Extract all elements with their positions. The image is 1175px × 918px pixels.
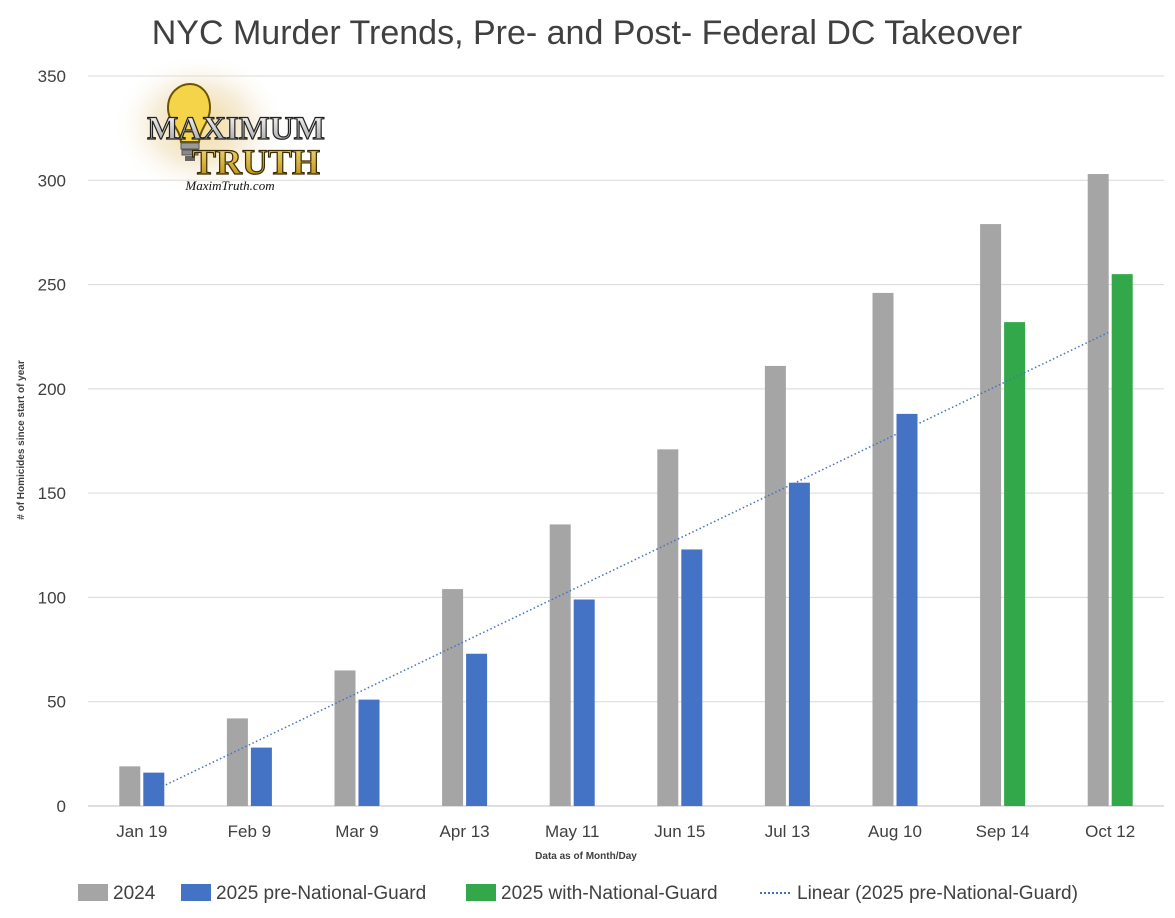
x-tick-label: Jan 19 xyxy=(116,822,167,841)
y-tick-label: 150 xyxy=(38,484,66,503)
bar-2025-pre-national-guard-7 xyxy=(896,413,918,806)
x-axis-title: Data as of Month/Day xyxy=(535,851,637,862)
legend-label-trendline: Linear (2025 pre-National-Guard) xyxy=(797,883,1078,904)
y-axis-ticks: 0 50 100 150 200 250 300 350 xyxy=(38,67,66,816)
x-tick-label: May 11 xyxy=(545,822,600,841)
y-tick-label: 350 xyxy=(38,67,66,86)
bar-2024-9 xyxy=(1087,174,1109,806)
x-tick-label: Mar 9 xyxy=(335,822,378,841)
x-axis-ticks: Jan 19 Feb 9 Mar 9 Apr 13 May 11 Jun 15 Jul 13… xyxy=(116,822,1135,841)
bar-2025-pre-national-guard-4 xyxy=(573,599,595,806)
legend-label-2025-with: 2025 with-National-Guard xyxy=(501,883,718,904)
x-tick-label: Oct 12 xyxy=(1085,822,1135,841)
y-tick-label: 300 xyxy=(38,171,66,190)
bar-2024-0 xyxy=(119,766,141,806)
lightbulb-icon xyxy=(166,82,212,161)
legend-swatch-2024 xyxy=(78,884,108,901)
bar-2025-pre-national-guard-0 xyxy=(143,772,165,806)
bar-2024-5 xyxy=(657,449,679,806)
bar-2024-8 xyxy=(980,224,1002,807)
y-tick-label: 100 xyxy=(38,588,66,607)
x-tick-label: Sep 14 xyxy=(976,822,1030,841)
trendline-linear xyxy=(147,331,1109,795)
bar-2025-pre-national-guard-1 xyxy=(250,747,272,806)
y-tick-label: 200 xyxy=(38,380,66,399)
bar-2025-with-national-guard-9 xyxy=(1111,274,1133,807)
bar-2024-2 xyxy=(334,670,356,806)
legend-label-2025-pre: 2025 pre-National-Guard xyxy=(216,883,426,904)
legend-swatch-2025-with xyxy=(466,884,496,901)
bar-2024-6 xyxy=(764,365,786,806)
x-tick-label: Aug 10 xyxy=(868,822,922,841)
x-tick-label: Feb 9 xyxy=(228,822,271,841)
bar-2025-pre-national-guard-5 xyxy=(681,549,703,806)
legend-label-2024: 2024 xyxy=(113,883,156,904)
bar-2024-1 xyxy=(226,718,248,806)
x-tick-label: Jun 15 xyxy=(654,822,705,841)
bar-2024-4 xyxy=(549,524,571,806)
bar-2025-pre-national-guard-3 xyxy=(466,653,488,806)
legend: 2024 2025 pre-National-Guard 2025 with-N… xyxy=(78,883,1078,904)
bar-2025-pre-national-guard-2 xyxy=(358,699,380,806)
bar-2024-3 xyxy=(442,589,464,806)
bars xyxy=(119,174,1133,807)
y-tick-label: 250 xyxy=(38,276,66,295)
logo-url: MaximTruth.com xyxy=(184,178,274,193)
chart-title: NYC Murder Trends, Pre- and Post- Federa… xyxy=(152,14,1023,52)
bar-2025-pre-national-guard-6 xyxy=(788,482,810,806)
bar-2025-with-national-guard-8 xyxy=(1004,322,1026,806)
y-tick-label: 50 xyxy=(47,693,66,712)
gridlines xyxy=(88,75,1164,807)
legend-swatch-2025-pre xyxy=(181,884,211,901)
y-tick-label: 0 xyxy=(57,797,66,816)
x-tick-label: Apr 13 xyxy=(440,822,490,841)
logo-word-maximum: MAXIMUM xyxy=(147,111,325,147)
x-tick-label: Jul 13 xyxy=(765,822,810,841)
watermark-logo: MAXIMUM TRUTH MaximTruth.com xyxy=(112,53,325,197)
trendline xyxy=(147,331,1109,795)
logo-word-truth: TRUTH xyxy=(192,142,320,182)
bar-2024-7 xyxy=(872,292,894,806)
y-axis-title: # of Homicides since start of year xyxy=(16,360,27,520)
